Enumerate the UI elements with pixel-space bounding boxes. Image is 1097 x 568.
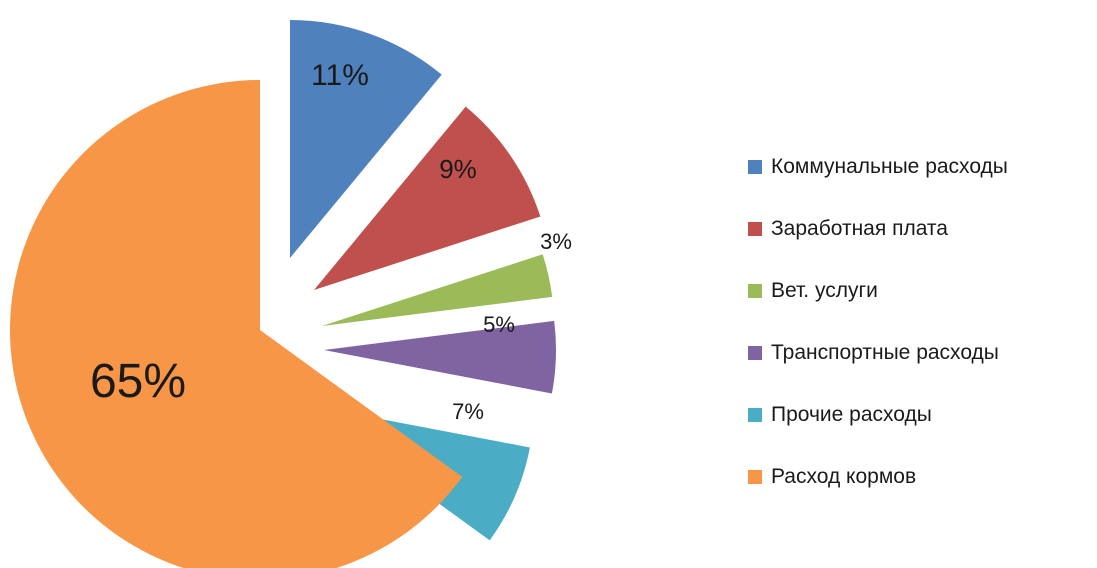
pie-slice-feed [9, 80, 463, 568]
pie-slice-communal [290, 20, 442, 258]
legend-swatch [748, 160, 762, 174]
legend-label: Коммунальные расходы [771, 155, 1008, 178]
legend-swatch [748, 284, 762, 298]
legend-item-salary: Заработная плата [748, 198, 1093, 260]
legend-item-communal: Коммунальные расходы [748, 136, 1093, 198]
legend-label: Расход кормов [771, 465, 917, 488]
legend-swatch [748, 346, 762, 360]
legend-label: Заработная плата [771, 217, 948, 240]
legend-item-feed: Расход кормов [748, 446, 1093, 508]
legend-swatch [748, 408, 762, 422]
legend-label: Вет. услуги [771, 279, 878, 302]
slice-label-salary: 9% [439, 154, 477, 184]
chart-legend: Коммунальные расходы Заработная плата Ве… [748, 136, 1093, 508]
pie-slice-salary [314, 106, 541, 290]
slice-label-vet: 3% [540, 229, 572, 254]
slice-label-transport: 5% [483, 312, 515, 337]
slice-label-feed: 65% [90, 355, 186, 408]
slice-label-other: 7% [452, 399, 484, 424]
legend-label: Транспортные расходы [771, 341, 999, 364]
pie-slice-vet [322, 254, 553, 326]
legend-label: Прочие расходы [771, 403, 932, 426]
legend-item-other: Прочие расходы [748, 384, 1093, 446]
legend-item-vet: Вет. услуги [748, 260, 1093, 322]
legend-swatch [748, 222, 762, 236]
pie-slice-transport [324, 320, 556, 394]
slice-label-communal: 11% [311, 59, 369, 92]
legend-swatch [748, 470, 762, 484]
legend-item-transport: Транспортные расходы [748, 322, 1093, 384]
